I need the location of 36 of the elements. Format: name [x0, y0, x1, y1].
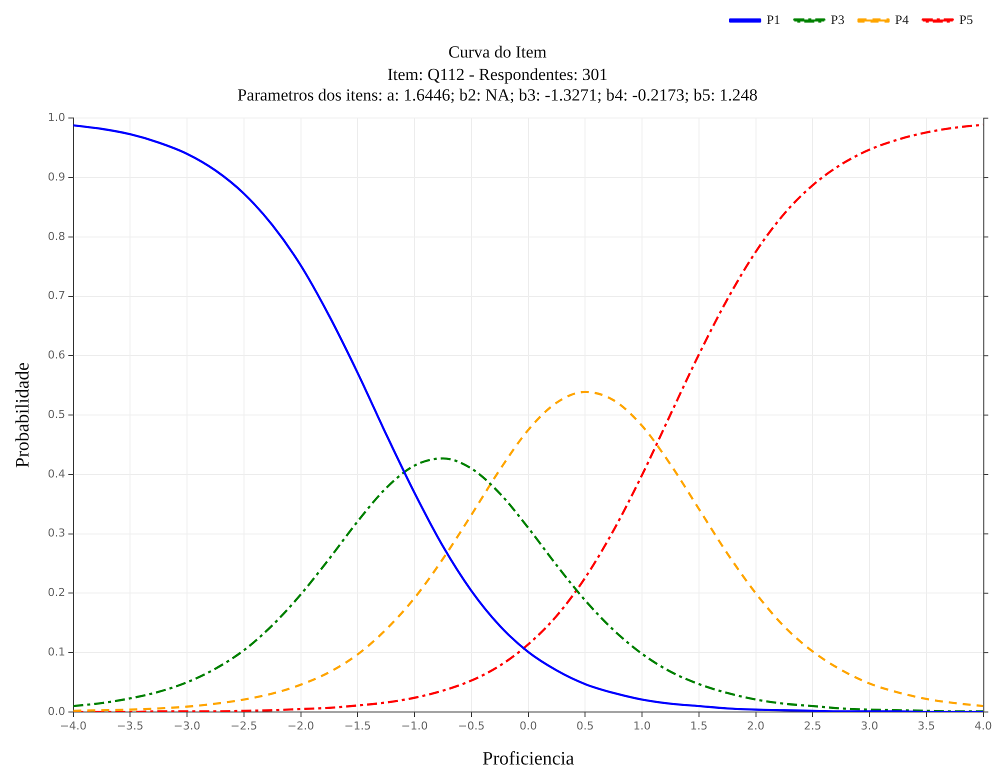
legend-label: P5 — [959, 12, 974, 27]
x-tick-label: 1.5 — [690, 719, 708, 732]
y-axis-title: Probabilidade — [12, 362, 34, 468]
y-tick-label: 0.1 — [48, 645, 66, 658]
y-tick-label: 0.6 — [48, 348, 66, 362]
x-tick-label: 1.0 — [633, 719, 651, 732]
x-tick-label: 0.0 — [520, 719, 538, 732]
x-tick-label: −4.0 — [60, 719, 87, 732]
chart-title: Curva do Item — [448, 42, 547, 62]
legend-label: P4 — [895, 12, 910, 27]
x-tick-label: −3.5 — [116, 719, 144, 732]
x-tick-label: −3.0 — [174, 719, 200, 732]
legend-label: P3 — [830, 12, 845, 27]
y-tick-label: 0.0 — [48, 704, 66, 718]
x-tick-label: 0.5 — [576, 719, 594, 732]
chart-subtitle: Item: Q112 - Respondentes: 301 Parametros dos itens: a: 1.6446; b2: NA; b3: -1.3271; b4: -0.2173; b5: 1.248 — [237, 65, 758, 104]
x-tick-label: 4.0 — [974, 719, 992, 732]
y-tick-label: 1.0 — [48, 111, 66, 124]
x-tick-label: −0.5 — [458, 719, 485, 732]
y-tick-label: 0.9 — [48, 170, 66, 184]
x-tick-label: 3.5 — [918, 719, 936, 732]
y-tick-label: 0.7 — [48, 289, 66, 302]
legend-label: P1 — [766, 12, 780, 27]
x-tick-label: 2.5 — [804, 719, 822, 732]
y-tick-label: 0.2 — [48, 586, 66, 600]
x-axis-title: Proficiencia — [482, 748, 575, 770]
x-tick-label: −1.5 — [344, 719, 372, 732]
x-tick-label: −2.5 — [230, 719, 258, 732]
y-tick-label: 0.4 — [48, 467, 66, 480]
x-tick-label: −1.0 — [401, 719, 428, 732]
y-tick-label: 0.8 — [48, 230, 66, 243]
x-tick-label: 2.0 — [747, 719, 765, 732]
y-tick-label: 0.5 — [48, 408, 66, 421]
x-tick-label: 3.0 — [860, 719, 878, 732]
x-tick-label: −2.0 — [287, 719, 314, 732]
y-tick-label: 0.3 — [48, 526, 66, 540]
